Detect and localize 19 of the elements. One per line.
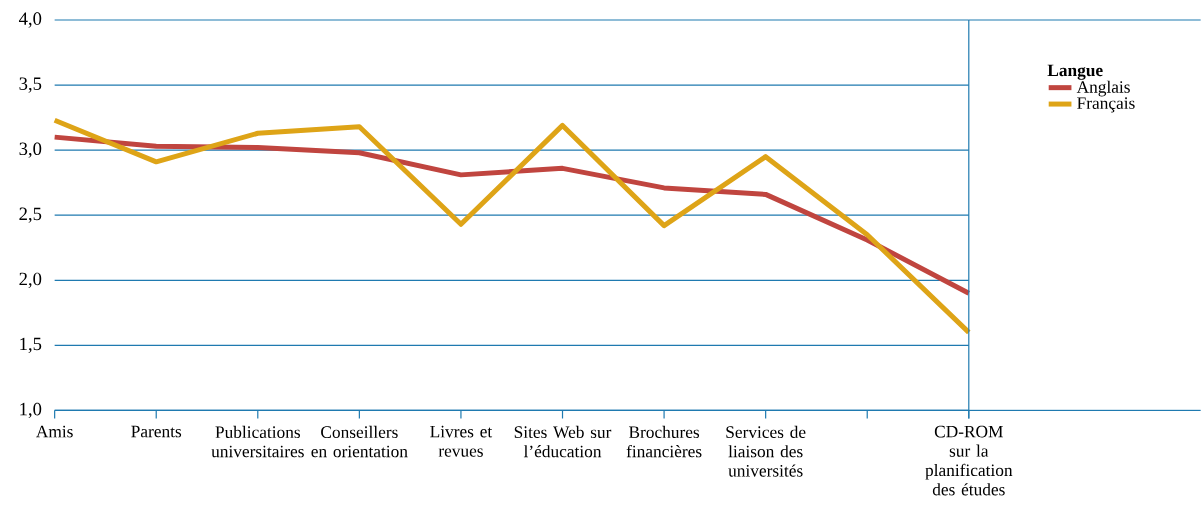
y-tick-label: 2,0 <box>19 272 42 288</box>
x-tick-label: Brochures financières <box>626 425 702 458</box>
legend-label: Anglais <box>1076 80 1130 97</box>
y-tick-label: 3,0 <box>19 142 42 158</box>
x-tick-label: Publications universitaires <box>211 425 304 458</box>
y-tick-label: 1,5 <box>20 337 42 353</box>
x-tick-label: Conseillers en orientation <box>311 425 408 458</box>
x-tick-label: Livres et revues <box>430 425 493 457</box>
x-tick-label: CD-ROM sur la planification des études <box>925 425 1013 496</box>
x-tick-label: Parents <box>131 425 182 438</box>
legend-label: Français <box>1077 97 1135 113</box>
y-tick-label: 1,0 <box>20 402 42 419</box>
x-tick-label: Amis <box>36 425 73 438</box>
y-tick-label: 3,5 <box>19 77 42 93</box>
y-tick-label: 2,5 <box>19 207 42 223</box>
y-tick-label: 4,0 <box>18 12 42 28</box>
x-tick-label: Sites Web sur l’éducation <box>514 425 612 458</box>
legend-title: Langue <box>1047 64 1103 80</box>
x-tick-label: Services de liaison des universités <box>726 425 806 477</box>
